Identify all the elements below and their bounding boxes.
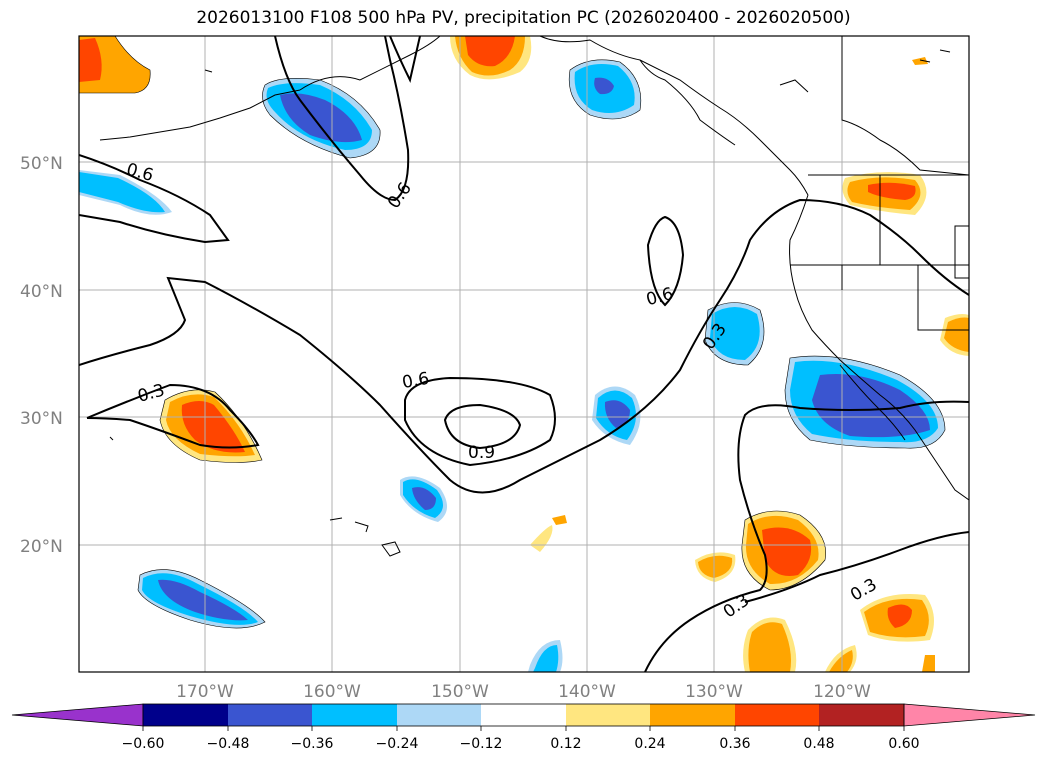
colorbar-segment bbox=[312, 704, 397, 726]
contour-label: 0.9 bbox=[468, 443, 495, 463]
colorbar-tick-label: 0.12 bbox=[550, 736, 581, 752]
precip-positive-core bbox=[762, 527, 812, 576]
precip-positive-core bbox=[181, 401, 245, 453]
colorbar-segment bbox=[397, 704, 481, 726]
colorbar-tick-label: −0.48 bbox=[207, 736, 250, 752]
colorbar-tick-label: −0.24 bbox=[376, 736, 419, 752]
graticule bbox=[79, 36, 969, 672]
contour-label: 0.6 bbox=[401, 369, 431, 393]
colorbar-tick-label: −0.36 bbox=[291, 736, 334, 752]
colorbar-extend-high bbox=[903, 703, 1036, 727]
precip-negative-core bbox=[604, 400, 630, 428]
precip-positive-area bbox=[944, 317, 969, 352]
colorbar-ticks bbox=[142, 726, 905, 731]
colorbar-segment bbox=[228, 704, 312, 726]
chart-title: 2026013100 F108 500 hPa PV, precipitatio… bbox=[196, 8, 851, 28]
lon-tick-label: 120°W bbox=[813, 682, 871, 702]
precip-positive-area bbox=[552, 515, 567, 525]
colorbar-tick-label: 0.36 bbox=[719, 736, 750, 752]
lat-tick-label: 20°N bbox=[20, 537, 63, 557]
precip-negative-area bbox=[533, 645, 559, 672]
colorbar-segment bbox=[819, 704, 904, 726]
colorbar-extend-low bbox=[11, 703, 144, 727]
colorbar-tick-label: 0.48 bbox=[803, 736, 834, 752]
precip-positive-area bbox=[748, 622, 791, 672]
colorbar-segment bbox=[143, 704, 228, 726]
map-frame bbox=[78, 35, 970, 673]
precip-negative-area bbox=[710, 307, 760, 360]
lon-tick-label: 140°W bbox=[558, 682, 616, 702]
precip-negative-core bbox=[158, 579, 248, 621]
lon-tick-label: 130°W bbox=[685, 682, 743, 702]
lon-tick-label: 170°W bbox=[176, 682, 234, 702]
colorbar-segment bbox=[735, 704, 819, 726]
lon-axis: 170°W 160°W 150°W 140°W 130°W 120°W bbox=[176, 682, 871, 702]
precip-positive-area bbox=[698, 555, 733, 578]
colorbar-segment bbox=[650, 704, 735, 726]
colorbar-tick-label: −0.60 bbox=[122, 736, 165, 752]
lon-tick-label: 150°W bbox=[431, 682, 489, 702]
lat-tick-label: 50°N bbox=[20, 154, 63, 174]
lat-tick-label: 40°N bbox=[20, 282, 63, 302]
coastlines bbox=[99, 36, 969, 557]
colorbar-segment bbox=[481, 704, 566, 726]
lat-axis: 50°N 40°N 30°N 20°N bbox=[20, 154, 63, 557]
precip-negative-area bbox=[79, 172, 165, 213]
lat-tick-label: 30°N bbox=[20, 409, 63, 429]
map-background bbox=[79, 36, 969, 672]
precip-negative-core bbox=[280, 93, 362, 143]
colorbar: −0.60 −0.48 −0.36 −0.24 −0.12 0.12 0.24 … bbox=[11, 703, 1036, 752]
precip-positive-area bbox=[922, 655, 935, 672]
colorbar-segment bbox=[566, 704, 650, 726]
precip-positive-area bbox=[829, 650, 853, 672]
precip-positive-area bbox=[912, 57, 928, 65]
colorbar-tick-label: 0.60 bbox=[888, 736, 919, 752]
precip-positive-core bbox=[79, 38, 102, 82]
colorbar-frame bbox=[142, 703, 905, 727]
precip-negative-core bbox=[594, 77, 614, 95]
precip-negative-core bbox=[412, 487, 436, 510]
pv-contours bbox=[79, 36, 969, 672]
precip-positive-core bbox=[465, 36, 515, 67]
colorbar-tick-label: −0.12 bbox=[460, 736, 503, 752]
colorbar-tick-label: 0.24 bbox=[634, 736, 665, 752]
precip-positive-core bbox=[887, 604, 912, 628]
lon-tick-label: 160°W bbox=[303, 682, 361, 702]
